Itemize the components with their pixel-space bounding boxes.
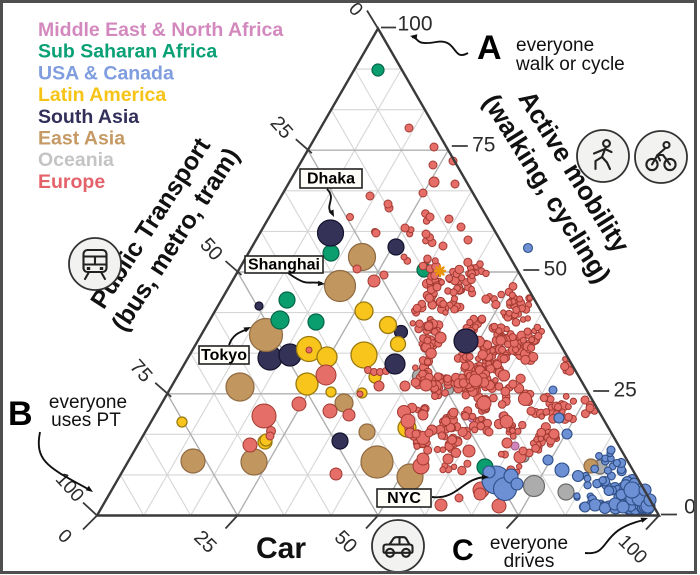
svg-text:75: 75: [472, 134, 495, 157]
svg-text:Shanghai: Shanghai: [248, 257, 320, 274]
svg-text:100: 100: [397, 13, 432, 36]
svg-text:USA & Canada: USA & Canada: [38, 62, 174, 84]
svg-text:Europe: Europe: [38, 171, 105, 193]
svg-text:50: 50: [544, 258, 567, 281]
svg-text:0: 0: [684, 496, 696, 519]
svg-text:B: B: [8, 395, 33, 433]
svg-text:everyone: everyone: [516, 35, 594, 56]
svg-text:uses PT: uses PT: [51, 410, 121, 431]
svg-text:Middle East & North Africa: Middle East & North Africa: [38, 19, 283, 41]
svg-text:C: C: [452, 534, 474, 567]
svg-text:Car: Car: [256, 532, 306, 565]
svg-text:Oceania: Oceania: [38, 149, 114, 171]
svg-text:25: 25: [613, 379, 636, 402]
svg-text:drives: drives: [504, 551, 555, 572]
svg-text:walk or cycle: walk or cycle: [515, 54, 625, 75]
svg-text:everyone: everyone: [490, 533, 568, 554]
svg-text:South Asia: South Asia: [38, 106, 139, 128]
svg-text:East Asia: East Asia: [38, 128, 125, 150]
svg-text:Tokyo: Tokyo: [201, 347, 247, 364]
svg-text:Latin America: Latin America: [38, 84, 166, 106]
svg-text:Dhaka: Dhaka: [307, 171, 355, 188]
svg-text:Sub Saharan Africa: Sub Saharan Africa: [38, 41, 217, 63]
svg-text:A: A: [477, 29, 502, 67]
svg-text:NYC: NYC: [387, 490, 421, 507]
svg-text:everyone: everyone: [49, 392, 127, 413]
